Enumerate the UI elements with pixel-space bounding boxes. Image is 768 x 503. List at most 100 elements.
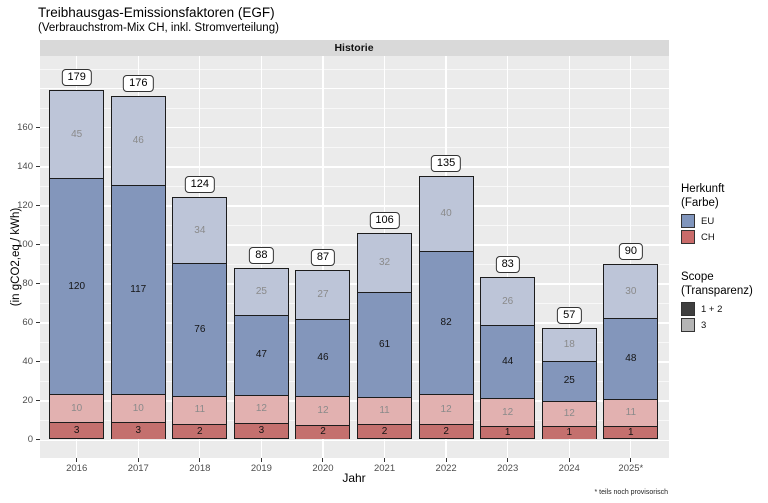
bar-2018: 34 76 11 2 bbox=[172, 197, 228, 440]
segment-value-label: 1 bbox=[566, 426, 573, 438]
legend-item-ch: CH bbox=[681, 230, 767, 244]
x-tick bbox=[137, 458, 139, 462]
segment-value-label: 1 bbox=[628, 426, 634, 438]
bar-2017: 46 117 10 3 bbox=[110, 95, 166, 440]
gridline-y bbox=[39, 361, 669, 363]
x-tick-label: 2020 bbox=[312, 463, 334, 474]
bar-segment: 40 bbox=[419, 176, 473, 252]
eu-color-swatch bbox=[681, 214, 695, 228]
bar-2016: 45 120 10 3 bbox=[49, 90, 105, 440]
gridline-y bbox=[39, 224, 669, 226]
x-tick-label: 2016 bbox=[66, 463, 88, 474]
y-tick bbox=[35, 282, 40, 284]
y-tick bbox=[35, 321, 40, 323]
bar-total-label: 179 bbox=[61, 69, 92, 87]
legend: Herkunft (Farbe) EU CH Scope (Transparen… bbox=[681, 182, 767, 332]
x-tick-label: 2024 bbox=[558, 463, 580, 474]
bar-total-label: 83 bbox=[495, 256, 520, 274]
bar-segment: 12 bbox=[419, 393, 473, 425]
bar-segment: 3 bbox=[111, 422, 165, 439]
legend-title-herkunft-sub: (Farbe) bbox=[681, 197, 719, 209]
legend-title-herkunft: Herkunft bbox=[681, 183, 725, 195]
page-title: Treibhausgas-Emissionsfaktoren (EGF) bbox=[38, 5, 275, 20]
x-axis-title: Jahr bbox=[342, 471, 366, 485]
y-tick-label: 120 bbox=[17, 199, 33, 211]
bar-total-label: 87 bbox=[310, 248, 336, 266]
gridline-y bbox=[39, 400, 669, 402]
bar-segment: 82 bbox=[419, 251, 473, 394]
segment-value-label: 2 bbox=[443, 425, 449, 437]
y-tick bbox=[35, 439, 40, 440]
bar-segment: 11 bbox=[358, 396, 412, 425]
bar-segment: 46 bbox=[111, 96, 165, 185]
bar-2024: 18 25 12 1 bbox=[541, 328, 597, 440]
segment-value-label: 12 bbox=[440, 403, 452, 415]
x-tick-label: 2022 bbox=[435, 463, 457, 474]
segment-value-label: 26 bbox=[502, 295, 514, 307]
bar-segment: 117 bbox=[111, 184, 165, 395]
segment-value-label: 46 bbox=[317, 352, 329, 364]
segment-value-label: 46 bbox=[132, 134, 144, 146]
legend-group-herkunft: Herkunft (Farbe) EU CH bbox=[681, 182, 767, 244]
bar-total-label: 57 bbox=[557, 307, 582, 325]
bar-segment: 32 bbox=[358, 233, 412, 293]
y-tick-label: 100 bbox=[17, 238, 33, 250]
y-tick bbox=[35, 204, 40, 206]
bar-segment: 46 bbox=[296, 319, 350, 397]
bar-segment: 61 bbox=[358, 292, 412, 397]
segment-value-label: 12 bbox=[317, 405, 329, 417]
y-tick-label: 0 bbox=[27, 434, 33, 445]
bar-segment: 12 bbox=[542, 401, 596, 427]
segment-value-label: 61 bbox=[378, 339, 391, 351]
bar-segment: 26 bbox=[481, 278, 535, 326]
x-tick bbox=[76, 458, 78, 462]
bar-segment: 2 bbox=[358, 424, 412, 439]
bar-total-label: 176 bbox=[123, 74, 154, 92]
y-axis-title: (in gCO2,eq / kWh) bbox=[10, 207, 22, 307]
gridline-y bbox=[39, 439, 669, 441]
bar-2022: 40 82 12 2 bbox=[418, 175, 474, 440]
segment-value-label: 40 bbox=[440, 208, 452, 220]
bar-segment: 76 bbox=[173, 262, 227, 396]
segment-value-label: 12 bbox=[563, 408, 575, 420]
bar-segment: 120 bbox=[50, 178, 104, 395]
segment-value-label: 10 bbox=[71, 402, 83, 414]
bar-2021: 32 61 11 2 bbox=[357, 232, 413, 440]
bar-segment: 3 bbox=[234, 423, 288, 439]
legend-item-eu: EU bbox=[681, 214, 767, 228]
y-tick-label: 40 bbox=[22, 355, 33, 367]
gridline-y bbox=[39, 263, 669, 265]
facet-strip: Historie bbox=[39, 40, 669, 56]
bar-total-label: 106 bbox=[369, 211, 400, 229]
gridline-y bbox=[39, 88, 669, 90]
gridline-y bbox=[39, 283, 669, 285]
segment-value-label: 10 bbox=[132, 402, 144, 414]
segment-value-label: 117 bbox=[130, 284, 147, 296]
segment-value-label: 2 bbox=[381, 425, 388, 437]
segment-value-label: 11 bbox=[379, 405, 390, 417]
gridline-y bbox=[39, 146, 669, 148]
bar-2019: 25 47 12 3 bbox=[233, 267, 289, 440]
segment-value-label: 3 bbox=[135, 424, 142, 436]
gridline-y bbox=[39, 127, 669, 129]
y-tick bbox=[35, 243, 40, 245]
segment-value-label: 48 bbox=[625, 353, 637, 365]
bar-segment: 2 bbox=[419, 424, 473, 439]
x-tick-label: 2025* bbox=[618, 463, 644, 474]
segment-value-label: 12 bbox=[255, 403, 267, 415]
y-tick bbox=[35, 360, 40, 362]
legend-title-scope-sub: (Transparenz) bbox=[681, 285, 753, 297]
footnote: * teils noch provisorisch bbox=[594, 489, 668, 496]
bar-2020: 27 46 12 2 bbox=[295, 269, 351, 440]
legend-item-scope3: 3 bbox=[681, 318, 767, 332]
y-tick bbox=[35, 399, 40, 401]
segment-value-label: 25 bbox=[255, 285, 267, 297]
segment-value-label: 45 bbox=[71, 128, 83, 140]
bar-2023: 26 44 12 1 bbox=[480, 277, 536, 440]
gridline-y bbox=[39, 244, 669, 246]
segment-value-label: 34 bbox=[194, 224, 206, 236]
segment-value-label: 27 bbox=[317, 289, 329, 301]
segment-value-label: 12 bbox=[502, 406, 514, 418]
scope12-swatch bbox=[681, 302, 695, 316]
bar-segment: 1 bbox=[604, 426, 658, 439]
